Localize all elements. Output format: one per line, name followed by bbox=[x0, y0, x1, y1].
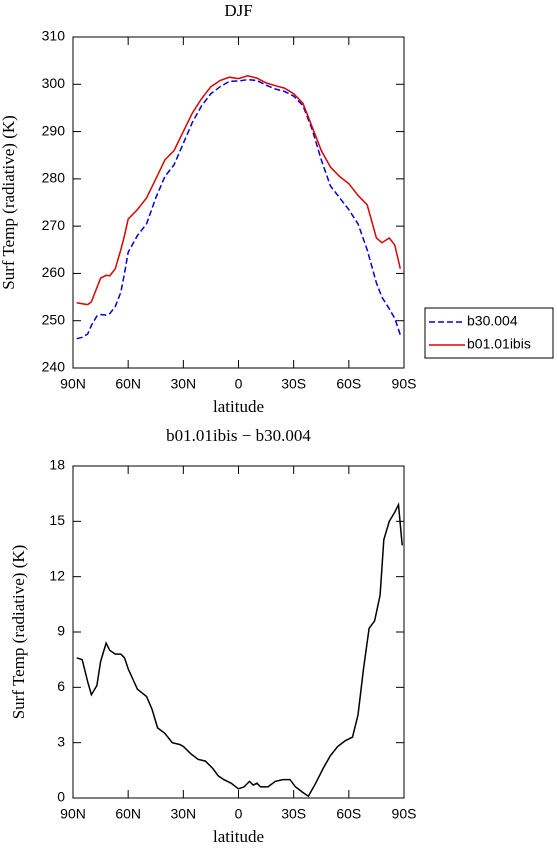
y-tick-label: 15 bbox=[49, 512, 65, 528]
y-tick-label: 280 bbox=[42, 170, 66, 186]
y-tick-label: 290 bbox=[42, 122, 66, 138]
x-tick-label: 0 bbox=[235, 376, 243, 392]
legend-label: b30.004 bbox=[467, 313, 518, 329]
y-tick-label: 6 bbox=[57, 678, 65, 694]
y-axis-label: Surf Temp (radiative) (K) bbox=[9, 545, 28, 720]
legend-box bbox=[424, 307, 554, 359]
legend-label: b01.01ibis bbox=[467, 336, 531, 352]
x-axis-label: latitude bbox=[213, 827, 264, 846]
y-tick-label: 3 bbox=[57, 733, 65, 749]
x-tick-label: 90S bbox=[392, 806, 417, 822]
y-tick-label: 240 bbox=[42, 359, 66, 375]
x-tick-label: 30S bbox=[281, 376, 306, 392]
x-tick-label: 30S bbox=[281, 806, 306, 822]
y-axis-label: Surf Temp (radiative) (K) bbox=[0, 115, 18, 290]
y-tick-label: 260 bbox=[42, 264, 66, 280]
chart-title: b01.01ibis − b30.004 bbox=[166, 426, 311, 445]
x-tick-label: 30N bbox=[170, 806, 196, 822]
y-tick-label: 310 bbox=[42, 28, 66, 44]
chart-title: DJF bbox=[224, 1, 252, 20]
data-line bbox=[76, 502, 403, 798]
x-axis-label: latitude bbox=[213, 397, 264, 416]
y-tick-label: 300 bbox=[42, 75, 66, 91]
x-tick-label: 60N bbox=[115, 376, 141, 392]
plot-frame bbox=[72, 36, 405, 369]
data-line bbox=[76, 75, 402, 306]
x-tick-label: 60N bbox=[115, 806, 141, 822]
x-tick-label: 0 bbox=[235, 806, 243, 822]
y-tick-label: 0 bbox=[57, 789, 65, 805]
y-tick-label: 270 bbox=[42, 217, 66, 233]
x-tick-label: 90N bbox=[60, 806, 86, 822]
x-tick-label: 90S bbox=[392, 376, 417, 392]
x-tick-label: 60S bbox=[336, 806, 361, 822]
y-tick-label: 9 bbox=[57, 623, 65, 639]
x-tick-label: 30N bbox=[170, 376, 196, 392]
y-tick-label: 250 bbox=[42, 311, 66, 327]
x-tick-label: 60S bbox=[336, 376, 361, 392]
data-line bbox=[76, 78, 402, 340]
plot-frame bbox=[72, 465, 405, 799]
x-tick-label: 90N bbox=[60, 376, 86, 392]
y-tick-label: 12 bbox=[49, 567, 65, 583]
y-tick-label: 18 bbox=[49, 457, 65, 473]
